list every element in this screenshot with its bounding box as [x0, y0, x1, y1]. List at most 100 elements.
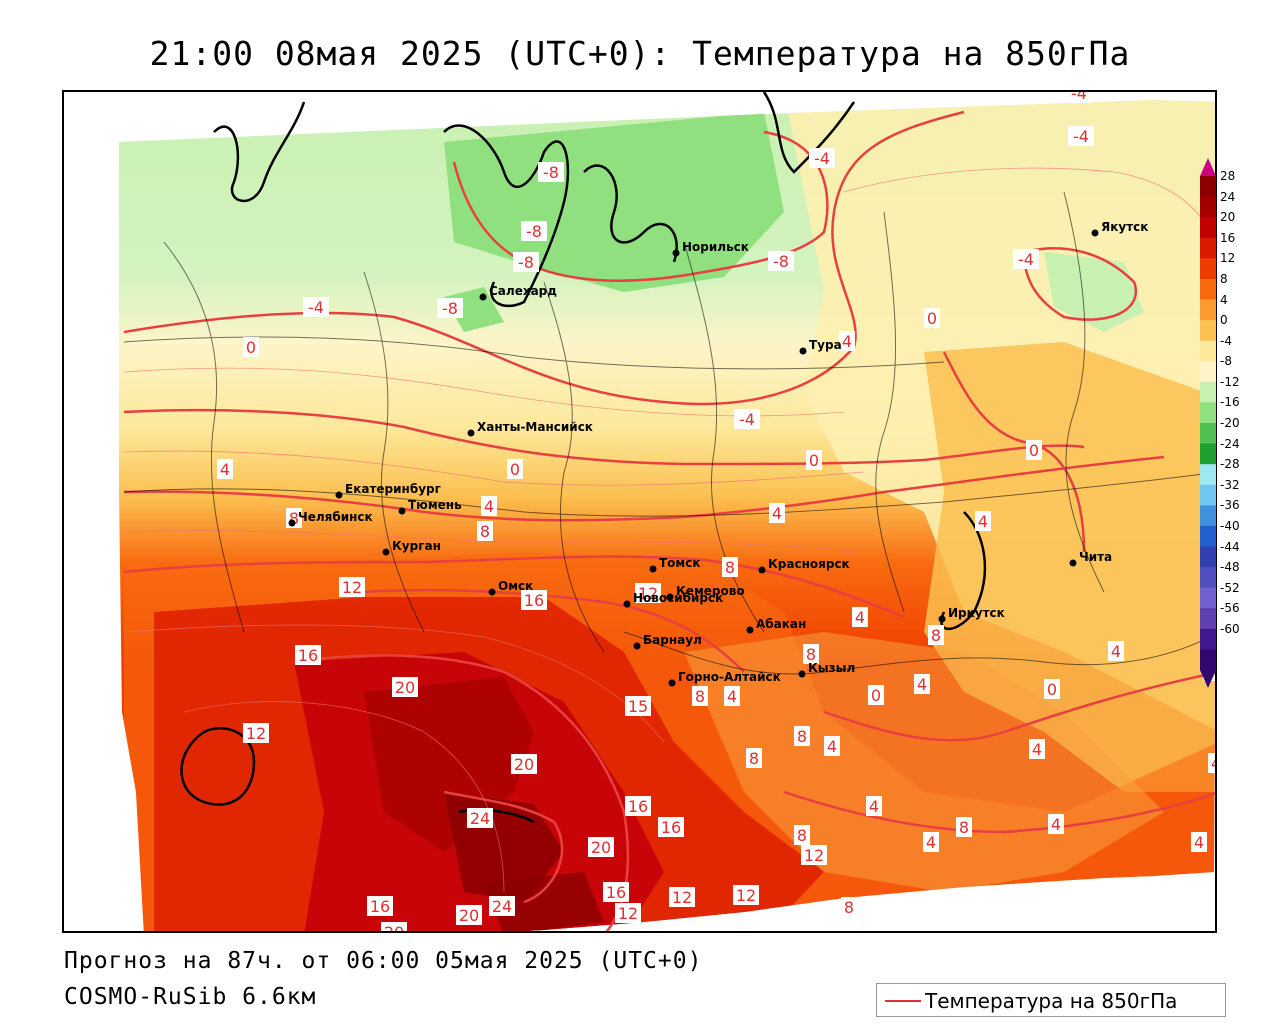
map-legend: Температура на 850гПа: [876, 983, 1226, 1017]
isotherm-label: 4: [824, 736, 840, 756]
colorbar-segment: [1200, 567, 1216, 589]
isotherm-label: 12: [635, 583, 661, 603]
svg-text:-4: -4: [1018, 250, 1034, 269]
isotherm-label: 0: [924, 308, 940, 328]
colorbar-tick-label: -20: [1220, 416, 1240, 430]
colorbar-segment: [1200, 320, 1216, 342]
svg-text:-4: -4: [308, 298, 324, 317]
svg-text:20: 20: [591, 838, 611, 857]
city-label: Кызыл: [808, 661, 855, 675]
colorbar-tick-label: -32: [1220, 477, 1240, 492]
isotherm-label: -8: [513, 252, 539, 272]
city-dot: [479, 293, 487, 301]
city-marker: Кызыл: [798, 661, 855, 678]
isotherm-lines: [123, 110, 1215, 931]
svg-text:8: 8: [695, 687, 705, 706]
colorbar-tick-label: -16: [1220, 395, 1240, 410]
isotherm-label: 12: [339, 577, 365, 597]
city-dot: [798, 670, 806, 678]
isotherm-label: 16: [603, 882, 629, 902]
isotherm-label: 4: [1208, 753, 1215, 773]
city-dot: [1069, 559, 1077, 567]
colorbar-tick-label: -12: [1220, 374, 1240, 389]
city-dot: [938, 615, 946, 623]
colorbar-segment: [1200, 258, 1216, 280]
city-marker: Курган: [382, 539, 441, 556]
colorbar-tick-label: -60: [1220, 621, 1240, 636]
svg-text:4: 4: [220, 460, 230, 479]
isotherm-label: -4: [1013, 249, 1039, 269]
isotherm-label: 4: [1048, 814, 1064, 834]
isotherm-label: 8: [928, 625, 944, 645]
city-marker: Абакан: [746, 617, 806, 634]
svg-text:-4: -4: [1071, 92, 1087, 103]
city-label: Горно-Алтайск: [678, 670, 781, 684]
colorbar-tick-label: 0: [1220, 313, 1228, 328]
colorbar-segment: [1200, 525, 1216, 547]
city-label: Курган: [392, 539, 441, 553]
city-marker: Якутск: [1091, 220, 1148, 237]
isotherm-label: 4: [923, 832, 939, 852]
svg-text:8: 8: [931, 626, 941, 645]
city-label: Челябинск: [298, 510, 373, 524]
colorbar-segment: [1200, 443, 1216, 465]
svg-text:8: 8: [797, 727, 807, 746]
svg-text:-8: -8: [442, 299, 458, 318]
city-label: Тюмень: [408, 498, 462, 512]
svg-text:12: 12: [804, 846, 824, 865]
svg-text:12: 12: [618, 904, 638, 923]
svg-text:4: 4: [1194, 833, 1204, 852]
city-dot: [398, 507, 406, 515]
city-dot: [488, 588, 496, 596]
temperature-map: -4 -4 -4 -8 -8 -8 -8 -4 -8 -4 0 0 4 -4 0 0 0 4 4 8 8 4 4 8 12 12 1…: [62, 90, 1217, 933]
city-marker: Барнаул: [633, 633, 702, 650]
isotherm-label: 4: [769, 503, 785, 523]
svg-text:20: 20: [459, 906, 479, 925]
svg-text:12: 12: [672, 888, 692, 907]
svg-text:8: 8: [725, 558, 735, 577]
svg-text:4: 4: [484, 497, 494, 516]
isotherm-label: 16: [658, 817, 684, 837]
city-dot: [623, 600, 631, 608]
isotherm-label: 4: [839, 331, 855, 351]
colorbar-segment: [1200, 361, 1216, 383]
colorbar-tick-label: -56: [1220, 601, 1240, 616]
svg-text:-4: -4: [1073, 127, 1089, 146]
svg-text:16: 16: [628, 797, 648, 816]
svg-text:-8: -8: [526, 222, 542, 241]
isotherm-label: -4: [809, 148, 835, 168]
colorbar-segment: [1200, 176, 1216, 198]
city-marker: Норильск: [672, 240, 749, 257]
isotherm-label: 4: [1108, 641, 1124, 661]
colorbar-segment: [1200, 196, 1216, 218]
city-marker: Тюмень: [398, 498, 462, 515]
isotherm-label: 8: [722, 557, 738, 577]
svg-text:4: 4: [827, 737, 837, 756]
colorbar-segment: [1200, 628, 1216, 650]
city-dot: [672, 249, 680, 257]
isotherm-label: 0: [507, 459, 523, 479]
svg-text:8: 8: [959, 818, 969, 837]
svg-text:-4: -4: [814, 149, 830, 168]
legend-line-swatch: [885, 1000, 921, 1002]
colorbar-tick-label: -48: [1220, 560, 1240, 575]
colorbar-segment: [1200, 381, 1216, 403]
city-label: Якутск: [1101, 220, 1148, 234]
city-dot: [467, 429, 475, 437]
isotherm-label: 4: [217, 459, 233, 479]
isotherm-label: 16: [295, 645, 321, 665]
colorbar-tick-label: 12: [1220, 251, 1236, 266]
isotherm-label: 12: [669, 887, 695, 907]
isotherm-label: 0: [806, 450, 822, 470]
colorbar-segment: [1200, 278, 1216, 300]
isotherm-label: -8: [437, 298, 463, 318]
svg-text:4: 4: [926, 833, 936, 852]
minor-isotherms: [123, 167, 1215, 893]
colorbar-tick-label: -24: [1220, 436, 1240, 451]
city-label: Норильск: [682, 240, 749, 254]
isotherm-label: 12: [243, 723, 269, 743]
isotherm-label: -4: [1066, 92, 1092, 103]
isotherm-label: 20: [511, 754, 537, 774]
svg-text:-8: -8: [773, 252, 789, 271]
city-label: Барнаул: [643, 633, 702, 647]
